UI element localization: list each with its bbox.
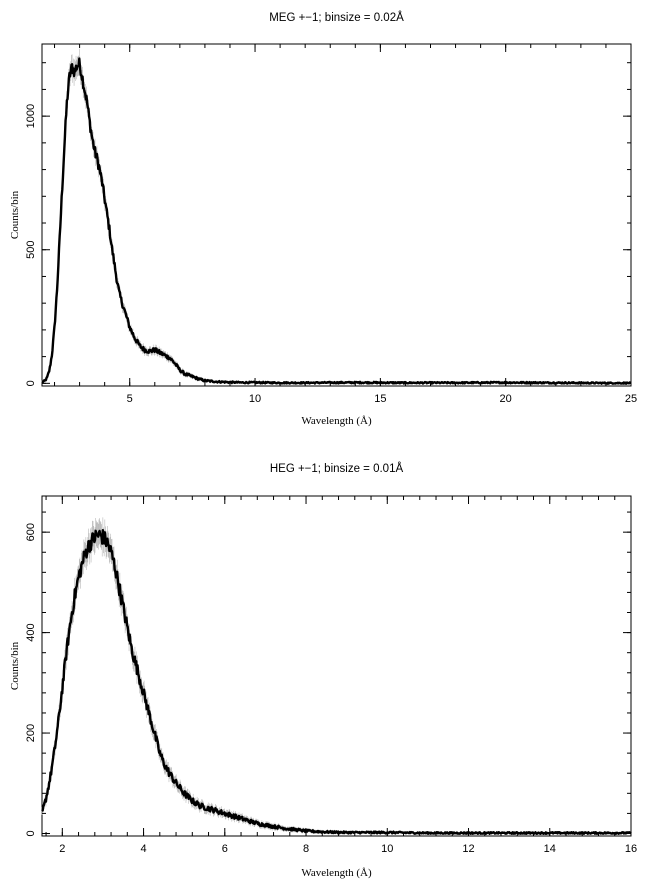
x-tick-label: 25: [625, 393, 637, 405]
y-tick-label: 600: [25, 523, 37, 541]
y-tick-label: 500: [25, 241, 37, 259]
y-tick-label: 200: [25, 724, 37, 742]
x-tick-label: 15: [374, 393, 386, 405]
plot-frame: [41, 43, 632, 387]
x-tick-label: 5: [127, 393, 133, 405]
x-axis-label: Wavelength (Å): [301, 415, 372, 427]
y-axis-label: Counts/bin: [9, 641, 21, 690]
x-tick-label: 10: [249, 393, 261, 405]
x-tick-label: 16: [625, 843, 637, 855]
series-error-bars: [41, 517, 632, 836]
x-tick-label: 8: [303, 843, 309, 855]
series-line: [41, 57, 632, 385]
y-tick-label: 0: [25, 380, 37, 386]
y-axis-label: Counts/bin: [9, 190, 21, 239]
chart-title: HEG +−1; binsize = 0.01Å: [270, 462, 404, 475]
y-tick-label: 1000: [25, 104, 37, 128]
chart-title: MEG +−1; binsize = 0.02Å: [269, 11, 404, 24]
y-tick-label: 0: [25, 830, 37, 836]
x-tick-label: 10: [381, 843, 393, 855]
x-tick-label: 12: [462, 843, 474, 855]
x-tick-label: 14: [544, 843, 556, 855]
series-error-bars: [41, 48, 632, 385]
chart-panel-1: MEG +−1; binsize = 0.02Å 5 10 15 20 25 0 500 100…: [9, 11, 637, 427]
chart-panel-2: HEG +−1; binsize = 0.01Å 2 4 6 8 10 12 14 16 0 200…: [9, 462, 637, 879]
x-axis-label: Wavelength (Å): [301, 867, 372, 879]
plot-frame: [41, 495, 632, 837]
y-tick-label: 400: [25, 623, 37, 641]
x-tick-label: 6: [222, 843, 228, 855]
x-tick-label: 4: [140, 843, 146, 855]
series-line: [41, 529, 632, 835]
x-tick-label: 2: [59, 843, 65, 855]
x-tick-label: 20: [500, 393, 512, 405]
